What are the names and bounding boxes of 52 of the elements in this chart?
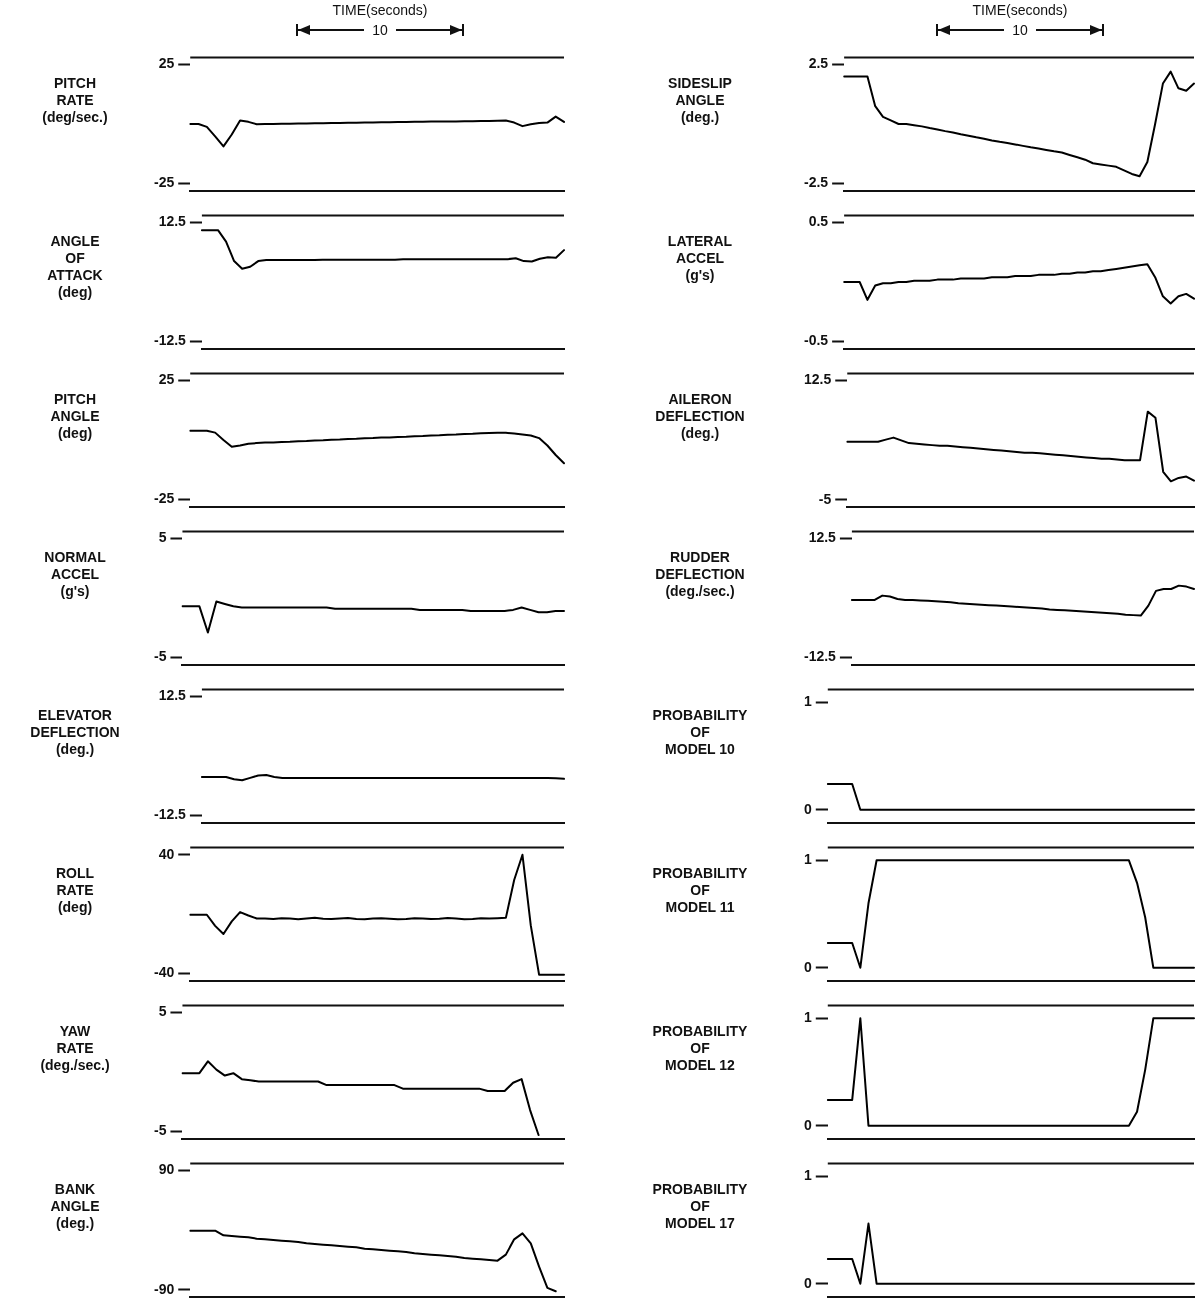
y-tick-label: 2.5: [808, 55, 829, 72]
y-tick-label: 1: [803, 1009, 812, 1026]
y-tick-label: 1: [803, 1167, 812, 1184]
y-tick-label: -25: [154, 174, 175, 191]
y-tick-label: 0: [803, 1116, 812, 1133]
y-axis-title: ELEVATOR DEFLECTION (deg.): [29, 707, 121, 758]
y-tick-label: 5: [158, 1003, 167, 1020]
y-tick-label: -90: [154, 1280, 175, 1297]
y-tick-label: -40: [154, 964, 175, 981]
y-axis-title: PROBABILITY OF MODEL 17: [651, 1181, 749, 1232]
y-tick-label: 25: [158, 55, 175, 72]
y-axis-title: PITCH RATE (deg/sec.): [41, 75, 109, 126]
y-axis-title: PROBABILITY OF MODEL 11: [651, 865, 749, 916]
y-axis-title: NORMAL ACCEL (g's): [43, 549, 107, 600]
y-tick-label: 0: [803, 1274, 812, 1291]
y-tick-label: -12.5: [153, 806, 187, 823]
y-axis-title: PITCH ANGLE (deg): [49, 391, 101, 442]
y-tick-label: -12.5: [803, 648, 837, 665]
y-tick-label: -12.5: [153, 332, 187, 349]
y-tick-label: 1: [803, 851, 812, 868]
y-tick-label: 25: [158, 371, 175, 388]
y-axis-title: RUDDER DEFLECTION (deg./sec.): [654, 549, 746, 600]
y-tick-label: -5: [154, 648, 167, 665]
text: 10: [372, 22, 388, 38]
y-tick-label: 40: [158, 845, 175, 862]
y-tick-label: -2.5: [804, 174, 829, 191]
y-tick-label: 0: [803, 958, 812, 975]
y-axis-title: AILERON DEFLECTION (deg.): [654, 391, 746, 442]
y-axis-title: LATERAL ACCEL (g's): [666, 233, 734, 284]
y-tick-label: 12.5: [804, 371, 832, 388]
y-tick-label: 5: [158, 529, 167, 546]
y-tick-label: 0: [803, 800, 812, 817]
y-axis-title: PROBABILITY OF MODEL 12: [651, 1023, 749, 1074]
y-tick-label: -5: [154, 1122, 167, 1139]
y-tick-label: 90: [158, 1160, 175, 1177]
y-axis-title: YAW RATE (deg./sec.): [39, 1023, 111, 1074]
text: 10: [1012, 22, 1028, 38]
chart-title: TIME(seconds): [971, 2, 1069, 18]
y-axis-title: SIDESLIP ANGLE (deg.): [667, 75, 733, 126]
y-axis-title: BANK ANGLE (deg.): [49, 1181, 101, 1232]
y-axis-title: ROLL RATE (deg): [54, 865, 96, 916]
y-tick-label: 12.5: [158, 687, 187, 704]
y-tick-label: 1: [803, 693, 812, 710]
y-axis-title: PROBABILITY OF MODEL 10: [651, 707, 749, 758]
y-tick-label: -0.5: [804, 332, 829, 349]
y-tick-label: 0.5: [808, 213, 829, 230]
y-tick-label: 12.5: [808, 529, 837, 546]
y-tick-label: -5: [818, 490, 832, 507]
y-tick-label: 12.5: [158, 213, 187, 230]
chart-title: TIME(seconds): [331, 2, 429, 18]
y-axis-title: ANGLE OF ATTACK (deg): [46, 233, 104, 301]
y-tick-label: -25: [154, 490, 175, 507]
